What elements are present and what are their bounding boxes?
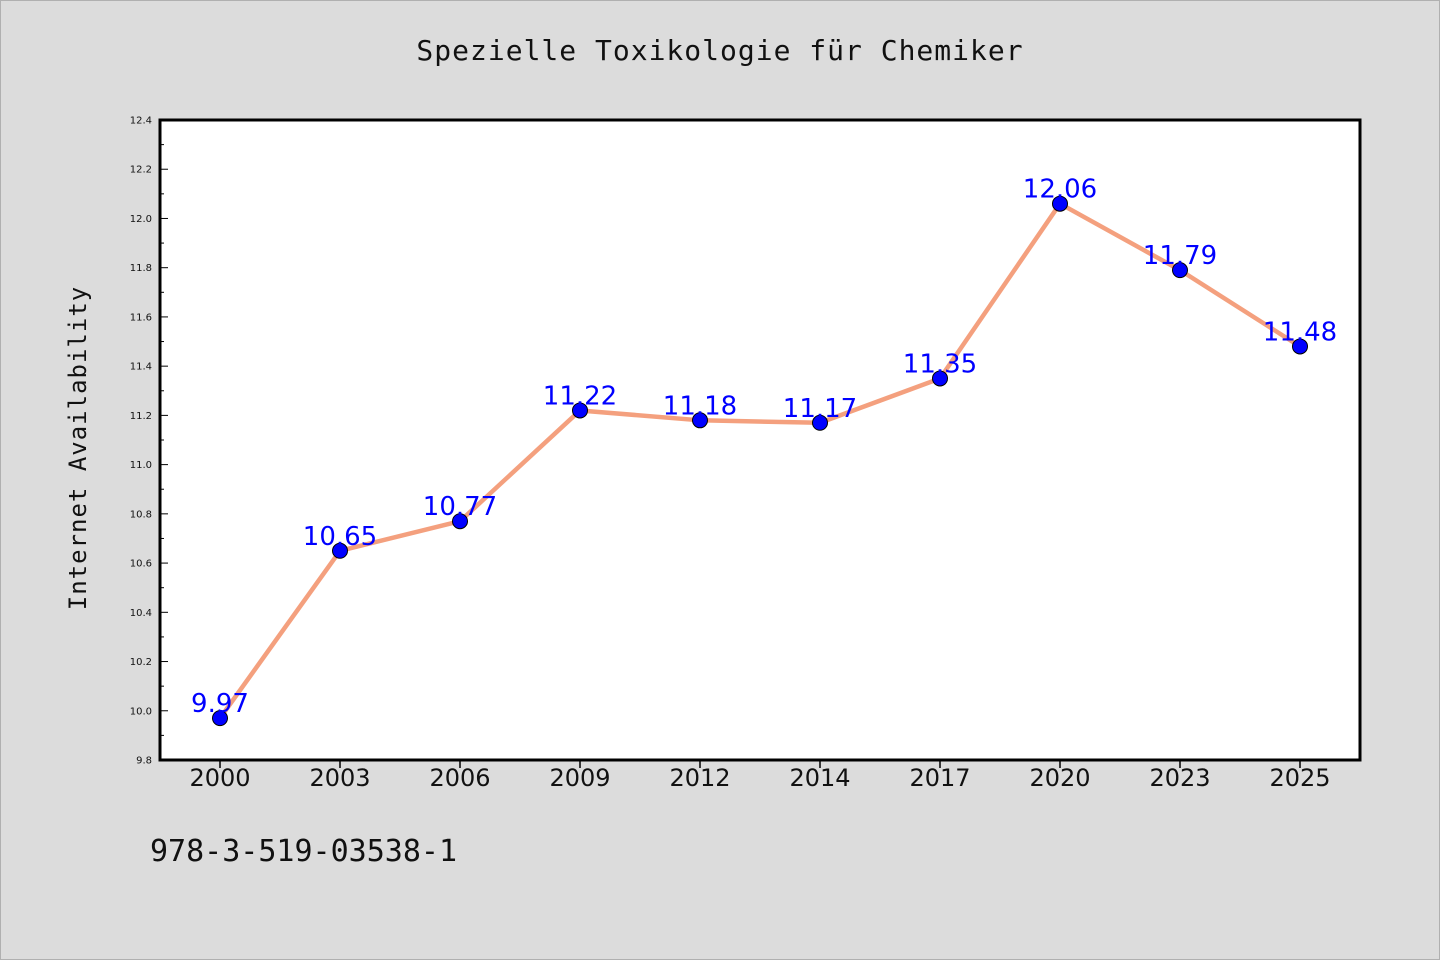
data-point [572, 402, 588, 419]
isbn-footer: 978-3-519-03538-1 [150, 834, 458, 869]
x-tick-label: 2014 [789, 764, 850, 792]
data-label: 11.22 [543, 381, 617, 411]
y-tick-label: 11.6 [130, 312, 152, 323]
y-tick-label: 12.4 [130, 116, 152, 127]
data-point [452, 513, 468, 530]
data-label: 12.06 [1023, 175, 1097, 205]
plot-area [160, 120, 1360, 760]
data-point [812, 414, 828, 431]
y-tick-label: 10.4 [130, 608, 152, 619]
x-tick-label: 2012 [669, 764, 730, 792]
data-label: 10.77 [423, 492, 497, 522]
y-tick-label: 12.2 [130, 165, 152, 176]
data-point [212, 710, 228, 727]
y-tick-label: 10.6 [130, 559, 152, 570]
x-tick-label: 2006 [429, 764, 490, 792]
data-point [932, 370, 948, 387]
data-point [1172, 262, 1188, 279]
data-label: 11.79 [1143, 241, 1217, 271]
x-tick-label: 2020 [1029, 764, 1090, 792]
y-tick-label: 10.8 [130, 509, 152, 520]
data-point [1052, 195, 1068, 212]
plot-border [158, 118, 1362, 762]
data-point [332, 542, 348, 559]
data-label: 10.65 [303, 522, 377, 552]
x-tick-label: 2017 [909, 764, 970, 792]
data-point [1292, 338, 1308, 355]
x-tick-label: 2000 [189, 764, 250, 792]
y-tick-label: 9.8 [136, 756, 152, 767]
x-tick-label: 2023 [1149, 764, 1210, 792]
y-tick-label: 12.0 [130, 214, 152, 225]
y-tick-label: 10.0 [130, 706, 152, 717]
x-tick-label: 2009 [549, 764, 610, 792]
data-labels: 9.97 10.65 10.77 11.22 11.18 11.17 11.35 12.06 1… [191, 175, 1337, 719]
data-label: 11.17 [783, 394, 857, 424]
x-tick-label: 2025 [1269, 764, 1330, 792]
data-label: 11.35 [903, 349, 977, 379]
series-layer [212, 195, 1308, 727]
data-label: 11.18 [663, 391, 737, 421]
y-tick-label: 10.2 [130, 657, 152, 668]
y-tick-label: 11.0 [130, 460, 152, 471]
chart-title: Spezielle Toxikologie für Chemiker [416, 34, 1024, 67]
x-tick-label: 2003 [309, 764, 370, 792]
y-tick-label: 11.4 [130, 362, 152, 373]
series-line [217, 201, 1303, 721]
y-tick-label: 11.2 [130, 411, 152, 422]
y-tick-label: 11.8 [130, 263, 152, 274]
axis-ticks: 9.8 10.0 10.2 10.4 10.6 10.8 11.0 11.2 11.4 11.6 1… [130, 116, 1331, 793]
data-label: 11.48 [1263, 317, 1337, 347]
data-label: 9.97 [191, 689, 249, 719]
data-point [692, 412, 708, 429]
